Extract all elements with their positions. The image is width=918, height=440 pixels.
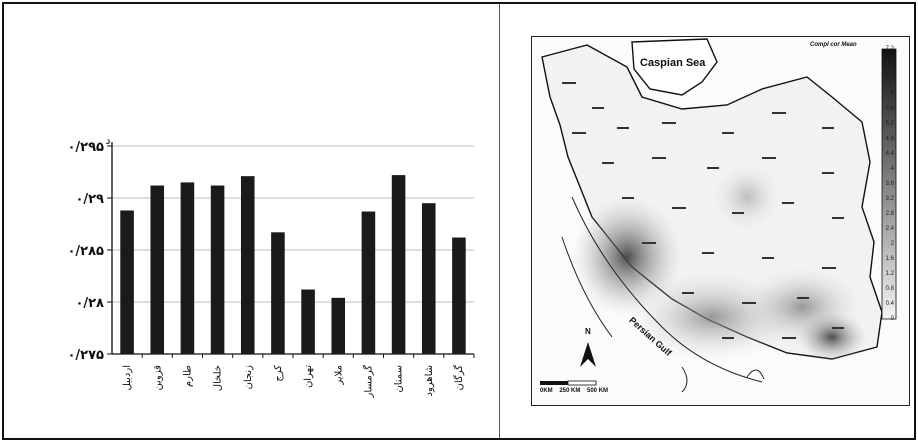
colorbar-tick-label: 7.2	[885, 46, 894, 52]
colorbar	[881, 48, 897, 320]
x-tick-label: اردبیل	[122, 365, 133, 390]
panel-divider	[499, 4, 500, 438]
iran-map: Caspian Sea Compl cor Mean Persian Gulf …	[531, 36, 910, 406]
colorbar-tick-label: 4.8	[885, 136, 894, 142]
x-tick-label: تهران	[303, 365, 314, 388]
y-tick-label: ۰/۲۸	[75, 296, 104, 311]
colorbar-tick-label: 6.8	[885, 61, 894, 67]
colorbar-tick-label: 5.2	[885, 121, 894, 127]
station-markers	[562, 82, 844, 339]
colorbar-tick-label: 4	[890, 166, 894, 172]
colorbar-tick-label: 2	[890, 241, 894, 247]
x-tick-label: شاهرود	[424, 365, 435, 397]
colorbar-tick-label: 4.4	[885, 151, 894, 157]
x-tick-label: زنجان	[243, 365, 254, 390]
colorbar-tick-label: 6.4	[885, 76, 894, 82]
colorbar-tick-label: 3.2	[885, 196, 894, 202]
bar	[180, 182, 195, 354]
x-tick-label: سمنان	[394, 365, 405, 393]
y-tick-label: ۰/۲۸۵	[68, 244, 105, 259]
y-tick-label: ۰/۲۹	[75, 192, 104, 207]
legend-title: Compl cor Mean	[810, 42, 857, 48]
colorbar-tick-label: 2.8	[885, 211, 894, 217]
x-tick-label: ملایر	[333, 365, 344, 386]
bar	[150, 185, 165, 354]
bar	[240, 176, 255, 354]
colorbar-tick-label: 0.8	[885, 286, 894, 292]
caspian-label: Caspian Sea	[640, 57, 706, 69]
colorbar-tick-label: 5.6	[885, 106, 894, 112]
caspian-sea	[631, 38, 718, 96]
y-axis-label: د	[106, 134, 111, 147]
x-tick-label: قزوین	[152, 365, 163, 391]
bar	[301, 289, 315, 354]
y-tick-label: ۰/۲۹۵	[68, 140, 105, 155]
colorbar-tick-label: 0.4	[885, 301, 894, 307]
colorbar-tick-label: 6	[890, 91, 894, 97]
colorbar-tick-label: 1.2	[885, 271, 894, 277]
colorbar-tick-label: 2.4	[885, 226, 894, 232]
north-arrow-icon	[580, 342, 596, 367]
north-label: N	[585, 327, 591, 336]
colorbar-tick-label: 1.6	[885, 256, 894, 262]
map-svg	[540, 38, 897, 393]
bar	[421, 203, 436, 354]
x-tick-label: گرمسار	[362, 365, 374, 399]
bar	[361, 211, 376, 354]
y-tick-label: ۰/۲۷۵	[68, 348, 105, 363]
colorbar-tick-label: 3.6	[885, 181, 894, 187]
x-tick-label: طارم	[182, 365, 193, 387]
bar	[452, 237, 466, 354]
bar	[271, 232, 285, 354]
bar	[331, 297, 346, 354]
x-tick-label: کرج	[273, 365, 284, 382]
bar	[120, 210, 134, 354]
bar	[210, 185, 225, 354]
x-tick-label: خلخال	[213, 365, 224, 391]
bar	[391, 175, 406, 354]
x-tick-label: گرگان	[453, 365, 465, 391]
scale-label: 0KM 250 KM 500 KM	[540, 388, 609, 394]
bar-chart: ۰/۲۹۵ ۰/۲۹ ۰/۲۸۵ ۰/۲۸ ۰/۲۷۵ د اردبیل قزوین طارم خ…	[68, 134, 475, 399]
colorbar-tick-label: 0	[890, 316, 894, 322]
